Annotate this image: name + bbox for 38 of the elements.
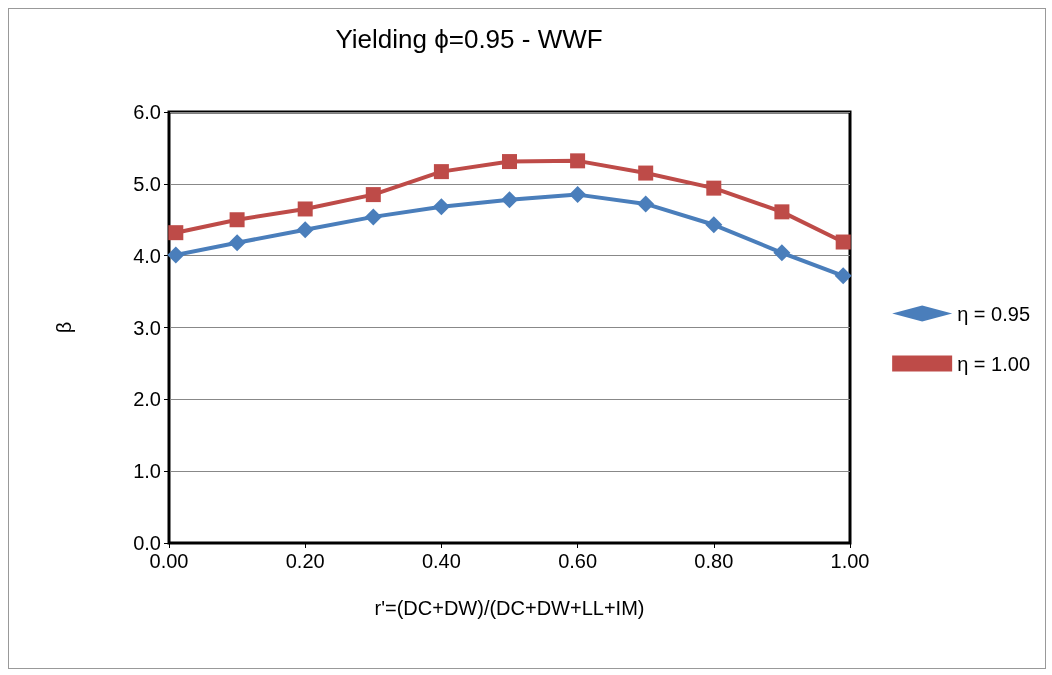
y-tick-label: 5.0 [133, 172, 161, 195]
point [773, 244, 791, 262]
y-tick-label: 4.0 [133, 244, 161, 267]
x-axis-title: r'=(DC+DW)/(DC+DW+LL+IM) [374, 597, 645, 619]
y-tick-label: 6.0 [133, 101, 161, 123]
point [774, 204, 790, 220]
chart-title: Yielding ϕ=0.95 - WWF [335, 24, 603, 54]
point [433, 164, 449, 180]
point [296, 221, 314, 239]
point [432, 198, 450, 216]
point [638, 165, 654, 181]
y-tick-label: 3.0 [133, 316, 161, 339]
legend-label: η = 1.00 [957, 352, 1030, 375]
x-tick-label: 0.80 [694, 550, 734, 572]
y-axis-title: β [53, 321, 75, 334]
point [229, 212, 245, 228]
point [365, 187, 381, 203]
point [705, 216, 723, 234]
point [637, 195, 655, 213]
point [501, 191, 518, 209]
y-tick-label: 2.0 [133, 388, 161, 411]
point [834, 267, 852, 285]
y-tick-label: 1.0 [133, 460, 161, 483]
legend-label: η = 0.95 [957, 302, 1030, 325]
point [364, 208, 382, 226]
point [167, 246, 185, 264]
point [297, 201, 313, 217]
point [570, 153, 586, 169]
point [569, 186, 587, 204]
x-tick-label: 0.60 [558, 550, 598, 572]
x-tick-label: 0.20 [285, 550, 325, 572]
point [168, 225, 184, 241]
point [835, 234, 851, 250]
x-tick-label: 0.40 [421, 550, 461, 572]
point [706, 180, 722, 196]
x-tick-label: 1.00 [830, 550, 870, 572]
point [228, 234, 246, 252]
point [502, 154, 517, 170]
